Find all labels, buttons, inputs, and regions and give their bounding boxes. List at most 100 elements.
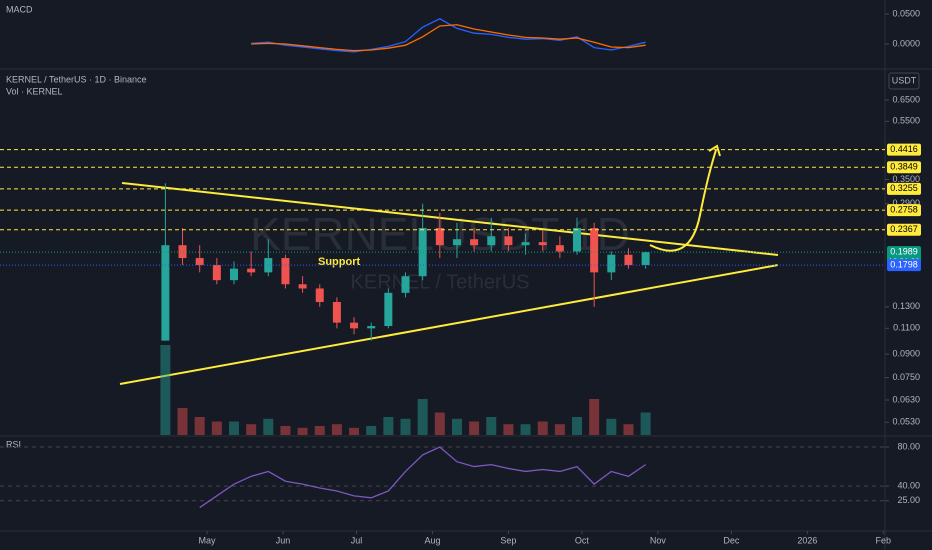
x-tick-label: 2026: [797, 535, 817, 545]
x-tick-label: Feb: [876, 535, 892, 545]
candle-body: [573, 228, 582, 252]
y-tick-label: 0.2900: [892, 198, 920, 208]
volume-bar: [451, 418, 462, 435]
volume-bar: [297, 427, 308, 435]
volume-bar: [486, 417, 497, 435]
candle-body: [195, 258, 204, 266]
candle-body: [641, 252, 650, 266]
y-tick-label: 0.5500: [892, 116, 920, 126]
volume-bar: [349, 427, 360, 435]
y-tick-label: 0.0530: [892, 417, 920, 427]
level-label-box: [887, 223, 921, 236]
candle-body: [452, 239, 461, 246]
candle-body: [247, 268, 256, 273]
volume-bar: [434, 412, 445, 435]
candle-body: [418, 228, 427, 277]
series-line: [251, 24, 646, 52]
y-tick-label: 0.3500: [892, 174, 920, 184]
volume-bar: [331, 424, 342, 435]
candle-body: [367, 326, 376, 329]
volume-bar: [280, 426, 291, 435]
volume-bar: [469, 421, 480, 435]
x-tick-label: May: [199, 535, 217, 545]
volume-bar: [160, 345, 171, 435]
volume-bar: [520, 424, 531, 435]
price-label: 0.1989: [890, 247, 918, 257]
candle-body: [607, 254, 616, 273]
candle-body: [229, 268, 238, 281]
volume-bar: [640, 412, 651, 435]
candle-body: [487, 236, 496, 246]
volume-bar: [228, 421, 239, 435]
level-label-box: [887, 161, 921, 174]
volume-bar: [589, 399, 600, 435]
price-title: KERNEL / TetherUS · 1D · Binance: [6, 74, 147, 84]
y-tick-label: 0.0500: [892, 8, 920, 18]
price-label-box: [887, 259, 921, 272]
level-label: 0.4416: [890, 144, 918, 154]
y-tick-label: 0.0900: [892, 349, 920, 359]
x-tick-label: Oct: [575, 535, 590, 545]
candle-body: [590, 228, 599, 273]
arrow-head: [708, 144, 721, 157]
support-trendline: [119, 264, 779, 385]
y-tick-label: 0.0750: [892, 372, 920, 382]
level-label-box: [887, 182, 921, 195]
candle-body: [332, 302, 341, 323]
candle-body: [401, 276, 410, 293]
y-tick-label: 25.00: [897, 495, 920, 505]
x-tick-label: Nov: [650, 535, 667, 545]
volume-bar: [503, 424, 514, 435]
volume-bar: [211, 421, 222, 435]
volume-bar: [314, 426, 325, 435]
candle-body: [212, 265, 221, 281]
price-label: 0.1798: [890, 260, 918, 270]
candle-body: [315, 288, 324, 303]
volume-bar: [417, 399, 428, 435]
volume-bar: [623, 424, 634, 435]
volume-bar: [606, 418, 617, 435]
volume-bar: [177, 408, 188, 435]
candle-body: [435, 228, 444, 246]
volume-bar: [383, 417, 394, 435]
candle-body: [521, 242, 530, 246]
level-label: 0.2758: [890, 205, 918, 215]
volume-bar: [554, 424, 565, 435]
y-tick-label: 80.00: [897, 441, 920, 451]
y-tick-label: 0.0630: [892, 394, 920, 404]
x-tick-label: Aug: [424, 535, 440, 545]
candle-body: [624, 254, 633, 266]
watermark-sub: KERNEL / TetherUS: [351, 271, 530, 293]
volume-bar: [366, 426, 377, 435]
candle-body: [470, 239, 479, 246]
x-tick-label: Dec: [723, 535, 740, 545]
candle-body: [504, 236, 513, 246]
level-label-box: [887, 204, 921, 217]
candle-body: [178, 245, 187, 259]
rsi-title: RSI: [6, 439, 21, 449]
level-label: 0.2367: [890, 224, 918, 234]
volume-bar: [194, 417, 205, 435]
candle-body: [555, 245, 564, 252]
x-tick-label: Jun: [276, 535, 291, 545]
x-tick-label: Sep: [500, 535, 516, 545]
candle-body: [384, 292, 393, 327]
volume-bar: [400, 418, 411, 435]
candle-body: [350, 322, 359, 329]
level-label: 0.3849: [890, 162, 918, 172]
volume-bar: [246, 424, 257, 435]
level-label: 0.3255: [890, 183, 918, 193]
candle-body: [538, 242, 547, 246]
y-tick-label: 0.6500: [892, 94, 920, 104]
y-tick-label: 0.0000: [892, 38, 920, 48]
macd-title: MACD: [6, 4, 33, 14]
volume-title: Vol · KERNEL: [6, 86, 63, 96]
unit: USDT: [892, 75, 917, 85]
level-label-box: [887, 143, 921, 156]
support-label: Support: [318, 256, 360, 268]
y-tick-label: 40.00: [897, 480, 920, 490]
y-tick-label: 0.1100: [893, 323, 920, 333]
